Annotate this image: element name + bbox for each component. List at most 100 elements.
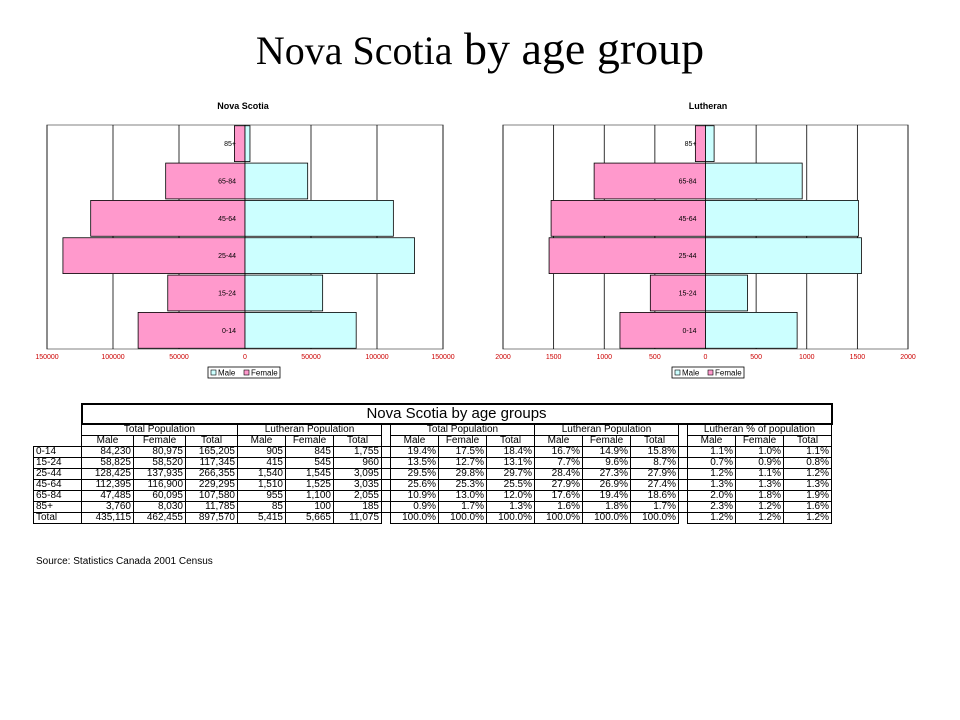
legend-label-female: Female [251, 369, 278, 378]
gap-cell [381, 490, 391, 502]
x-tick-label: 0 [243, 354, 247, 361]
table-cell: 12.0% [486, 490, 535, 502]
group-header: Lutheran Population [534, 423, 679, 436]
category-label: 0-14 [682, 328, 696, 335]
column-header: Total [486, 435, 535, 447]
table-cell: 27.9% [630, 468, 679, 480]
chart-title: Nova Scotia [217, 101, 270, 111]
gap-cell [381, 446, 391, 458]
census-table: Nova Scotia by age groups Total Populatio… [33, 403, 833, 524]
table-cell: 1.2% [687, 512, 736, 524]
bar-female-0-14 [619, 312, 706, 349]
table-row: 15-24 58,825 58,520 117,345 415 545 960 13.5% 12… [33, 457, 832, 469]
column-header: Total [630, 435, 679, 447]
table-cell: 229,295 [185, 479, 238, 491]
table-cell: 84,230 [81, 446, 134, 458]
category-label: 25-44 [218, 253, 236, 260]
table-cell: 1.1% [735, 468, 784, 480]
table-cell: 185 [333, 501, 382, 513]
table-cell: 11,785 [185, 501, 238, 513]
row-label: 45-64 [33, 479, 82, 491]
table-cell: 905 [237, 446, 286, 458]
category-label: 85+ [685, 141, 697, 148]
table-cell: 27.9% [534, 479, 583, 491]
table-cell: 13.0% [438, 490, 487, 502]
table-cell: 25.6% [390, 479, 439, 491]
table-cell: 1.3% [783, 479, 832, 491]
table-row: 65-84 47,485 60,095 107,580 955 1,100 2,055 10.… [33, 490, 832, 502]
table-cell: 29.7% [486, 468, 535, 480]
table-cell: 1.2% [735, 512, 784, 524]
table-cell: 1.7% [438, 501, 487, 513]
gap-cell [678, 446, 688, 458]
table-cell: 897,570 [185, 512, 238, 524]
x-tick-label: 1000 [596, 354, 612, 361]
table-cell: 1.3% [687, 479, 736, 491]
legend-swatch-female [707, 369, 714, 376]
table-cell: 18.6% [630, 490, 679, 502]
row-label: 25-44 [33, 468, 82, 480]
table-cell: 17.5% [438, 446, 487, 458]
gap-cell [381, 479, 391, 491]
table-cell: 100.0% [438, 512, 487, 524]
x-tick-label: 50000 [301, 354, 321, 361]
table-cell: 435,115 [81, 512, 134, 524]
gap-cell [678, 457, 688, 469]
table-cell: 545 [285, 457, 334, 469]
bar-female-45-64 [550, 200, 706, 237]
blank-cell [34, 404, 82, 424]
table-cell: 1.8% [582, 501, 631, 513]
category-label: 65-84 [679, 179, 697, 186]
table-group-header-row: Total Population Lutheran Population Total… [34, 423, 832, 436]
bar-female-65-84 [593, 162, 706, 200]
x-tick-label: 1500 [546, 354, 562, 361]
table-cell: 19.4% [582, 490, 631, 502]
table-cell: 80,975 [133, 446, 186, 458]
table-cell: 25.3% [438, 479, 487, 491]
table-cell: 15.8% [630, 446, 679, 458]
table-cell: 19.4% [390, 446, 439, 458]
table-cell: 28.4% [534, 468, 583, 480]
table-cell: 1.9% [783, 490, 832, 502]
table-cell: 100.0% [534, 512, 583, 524]
legend-label-male: Male [218, 369, 236, 378]
row-label: 15-24 [33, 457, 82, 469]
column-header: Female [133, 435, 186, 447]
table-row: 25-44 128,425 137,935 266,355 1,540 1,545 3,09… [33, 468, 832, 480]
blank-cell [34, 424, 82, 436]
gap-cell [381, 435, 391, 447]
table-cell: 1.3% [486, 501, 535, 513]
chart-title: Lutheran [689, 101, 728, 111]
gap-cell [678, 424, 688, 436]
blank-cell [34, 436, 82, 447]
bar-male-0-14 [705, 312, 798, 349]
table-cell: 1,525 [285, 479, 334, 491]
table-cell: 7.7% [534, 457, 583, 469]
table-cell: 955 [237, 490, 286, 502]
column-header: Female [735, 435, 784, 447]
row-label: 0-14 [33, 446, 82, 458]
table-cell: 8.7% [630, 457, 679, 469]
x-tick-label: 1000 [799, 354, 815, 361]
bar-female-25-44 [62, 237, 246, 274]
table-cell: 107,580 [185, 490, 238, 502]
table-cell: 112,395 [81, 479, 134, 491]
table-cell: 0.9% [390, 501, 439, 513]
bar-female-65-84 [165, 162, 246, 200]
slide-title-main: Nova Scotia [255, 28, 453, 73]
table-cell: 1.3% [735, 479, 784, 491]
group-header: Total Population [390, 423, 535, 436]
table-cell: 8,030 [133, 501, 186, 513]
x-tick-label: 150000 [431, 354, 454, 361]
table-cell: 1.2% [735, 501, 784, 513]
table-cell: 1,755 [333, 446, 382, 458]
table-cell: 1.2% [687, 468, 736, 480]
column-header: Male [390, 435, 439, 447]
column-header: Total [783, 435, 832, 447]
bar-male-85+ [705, 125, 715, 162]
table-cell: 266,355 [185, 468, 238, 480]
row-label: 85+ [33, 501, 82, 513]
category-label: 15-24 [679, 291, 697, 298]
table-row: 0-14 84,230 80,975 165,205 905 845 1,755 19.4% 1… [33, 446, 832, 458]
table-cell: 47,485 [81, 490, 134, 502]
